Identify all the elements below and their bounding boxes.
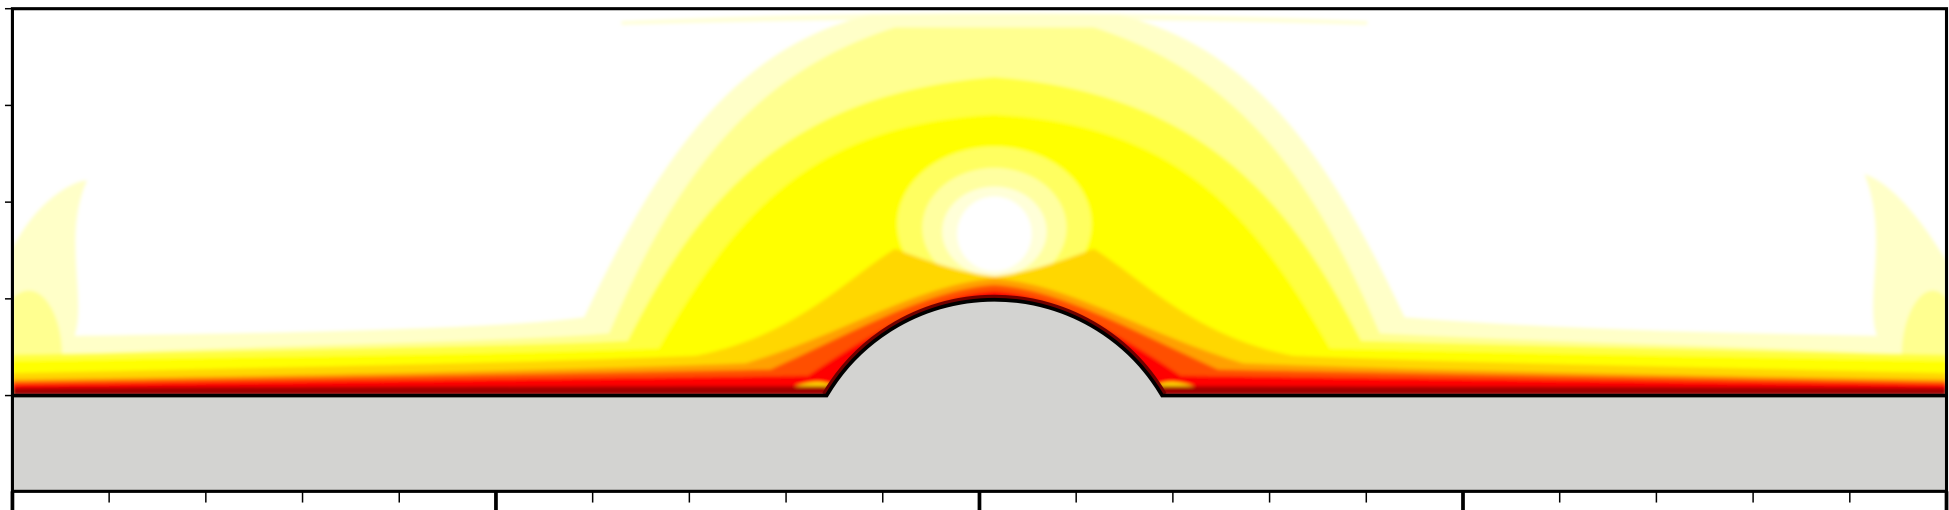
ticks xyxy=(4,7,1949,510)
contour-band xyxy=(957,196,1032,272)
floor-outline xyxy=(12,297,1947,398)
solid-floor xyxy=(12,299,1947,492)
